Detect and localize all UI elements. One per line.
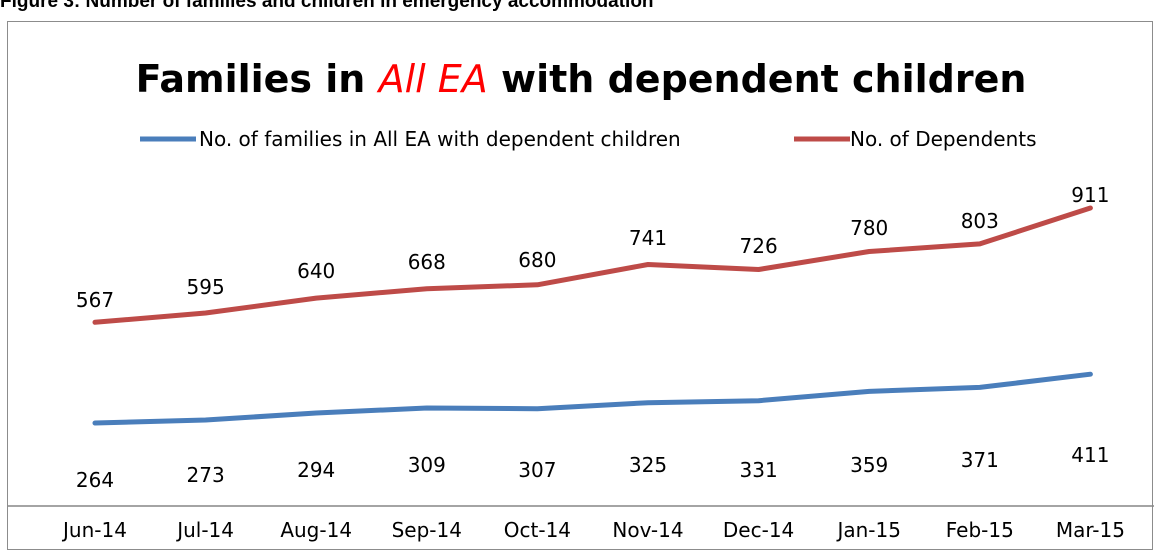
x-tick-label-dec-14: Dec-14 <box>723 518 794 542</box>
data-label-dependents: 780 <box>850 216 888 240</box>
data-label-families: 264 <box>76 468 114 492</box>
data-label-dependents: 595 <box>187 275 225 299</box>
legend-label-dependents: No. of Dependents <box>850 127 1037 151</box>
data-label-families: 371 <box>961 448 999 472</box>
data-label-families: 307 <box>518 458 556 482</box>
x-tick-label-oct-14: Oct-14 <box>504 518 571 542</box>
line-chart: Families in All EA with dependent childr… <box>8 57 1154 542</box>
chart-title-part-3: with dependent children <box>488 57 1027 101</box>
data-labels: 264 273 294 309 307 325 331 359 371 411 567 595 640 6… <box>76 183 1110 492</box>
data-label-dependents: 726 <box>740 234 778 258</box>
data-label-families: 331 <box>740 458 778 482</box>
x-tick-label-mar-15: Mar-15 <box>1056 518 1125 542</box>
x-tick-label-feb-15: Feb-15 <box>946 518 1014 542</box>
data-label-families: 359 <box>850 453 888 477</box>
x-tick-label-nov-14: Nov-14 <box>612 518 683 542</box>
series-line-dependents <box>92 205 1093 325</box>
data-label-families: 294 <box>297 458 335 482</box>
series-line-families <box>92 371 1093 426</box>
data-label-dependents: 640 <box>297 259 335 283</box>
x-tick-label-sep-14: Sep-14 <box>392 518 462 542</box>
chart-title-part-1: Families in <box>136 57 379 101</box>
chart-title-emphasis: All EA <box>376 57 488 101</box>
figure-caption: Figure 3: Number of families and childre… <box>0 0 654 12</box>
chart-frame: Families in All EA with dependent childr… <box>7 21 1154 550</box>
data-label-dependents: 680 <box>518 248 556 272</box>
data-label-dependents: 668 <box>408 250 446 274</box>
data-label-families: 325 <box>629 453 667 477</box>
series-lines <box>92 205 1093 426</box>
data-label-dependents: 741 <box>629 226 667 250</box>
chart-title: Families in All EA with dependent childr… <box>136 57 1027 101</box>
x-axis-tick-labels: Jun-14 Jul-14 Aug-14 Sep-14 Oct-14 Nov-14 Dec-… <box>61 518 1125 542</box>
data-label-families: 309 <box>408 453 446 477</box>
data-label-dependents: 911 <box>1071 183 1109 207</box>
data-label-dependents: 567 <box>76 288 114 312</box>
x-tick-label-jul-14: Jul-14 <box>175 518 234 542</box>
x-tick-label-jan-15: Jan-15 <box>835 518 901 542</box>
chart-legend: No. of families in All EA with dependent… <box>140 127 1037 151</box>
x-tick-label-jun-14: Jun-14 <box>61 518 127 542</box>
x-tick-label-aug-14: Aug-14 <box>280 518 352 542</box>
legend-label-families: No. of families in All EA with dependent… <box>199 127 681 151</box>
data-label-families: 411 <box>1071 443 1109 467</box>
data-label-dependents: 803 <box>961 209 999 233</box>
data-label-families: 273 <box>187 463 225 487</box>
